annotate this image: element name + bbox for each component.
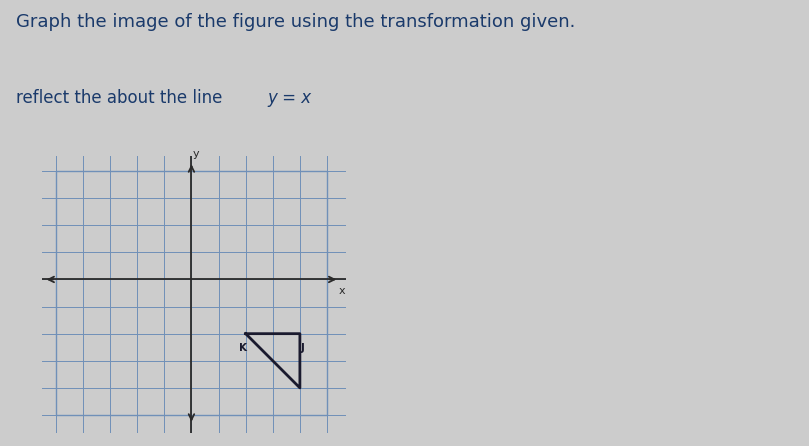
Text: y: y: [193, 149, 200, 159]
Text: K: K: [239, 343, 247, 353]
Text: Graph the image of the figure using the transformation given.: Graph the image of the figure using the …: [16, 13, 575, 31]
Bar: [56, 171, 327, 415]
Text: y = x: y = x: [267, 89, 311, 107]
Text: x: x: [339, 286, 345, 296]
Text: J: J: [301, 343, 304, 353]
Text: reflect the about the line: reflect the about the line: [16, 89, 228, 107]
